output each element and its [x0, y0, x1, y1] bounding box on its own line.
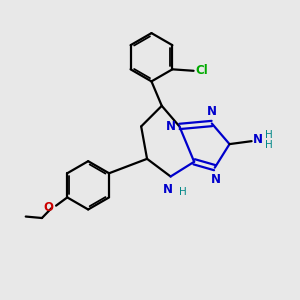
Text: N: N: [166, 120, 176, 133]
Text: H: H: [265, 130, 273, 140]
Text: Cl: Cl: [195, 64, 208, 77]
Text: N: N: [163, 183, 173, 196]
Text: O: O: [44, 201, 54, 214]
Text: H: H: [265, 140, 273, 150]
Text: N: N: [211, 173, 221, 186]
Text: H: H: [179, 187, 187, 197]
Text: N: N: [207, 105, 217, 118]
Text: N: N: [253, 133, 263, 146]
